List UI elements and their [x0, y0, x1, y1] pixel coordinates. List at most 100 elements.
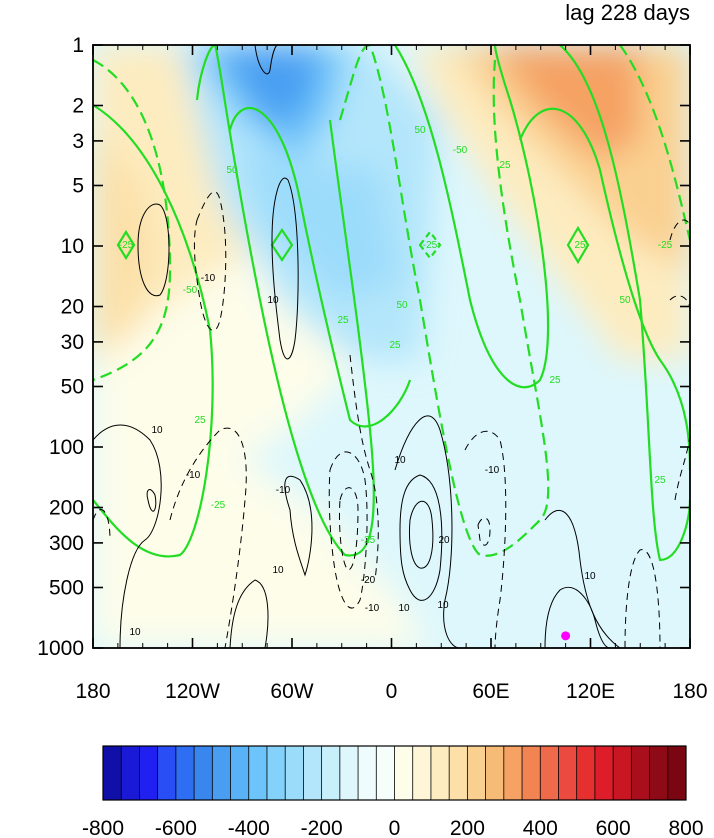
colorbar-swatch [467, 746, 486, 800]
y-tick-label: 10 [61, 235, 84, 258]
colorbar-swatch [449, 746, 468, 800]
colorbar-swatch [667, 746, 687, 800]
colorbar-tick-label: 600 [596, 817, 631, 838]
green-contour-label: -25 [119, 240, 134, 251]
colorbar-swatch [358, 746, 377, 800]
black-contour-label: 10 [584, 571, 596, 582]
y-tick-label: 50 [61, 375, 84, 398]
colorbar-swatch [285, 746, 304, 800]
green-contours [93, 45, 690, 562]
x-tick-label: 180 [75, 680, 110, 703]
colorbar-swatch [558, 746, 577, 800]
green-contour-label: 50 [414, 125, 426, 136]
green-contour-label: 50 [619, 295, 631, 306]
y-tick-label: 100 [49, 436, 84, 459]
colorbar-tick-label: 200 [450, 817, 485, 838]
colorbar-tick-label: -800 [82, 817, 124, 838]
green-contour-label: 25 [574, 240, 586, 251]
black-contour-label: 10 [394, 455, 406, 466]
y-tick-label: 300 [49, 532, 84, 555]
colorbar-swatch [412, 746, 432, 800]
black-contours [93, 45, 690, 648]
colorbar-swatch [594, 746, 614, 800]
y-tick-label: 3 [72, 130, 84, 153]
green-contour-label: -25 [658, 240, 673, 251]
y-tick-label: 2 [72, 95, 84, 118]
y-tick-label: 1 [72, 34, 84, 57]
green-contour-label: 25 [549, 375, 561, 386]
colorbar-tick-label: 400 [523, 817, 558, 838]
colorbar-swatch [321, 746, 341, 800]
colorbar-swatch [248, 746, 268, 800]
colorbar-swatch [540, 746, 559, 800]
black-contour-label: 10 [272, 565, 284, 576]
green-contour-label: 25 [194, 415, 206, 426]
colorbar-swatch [576, 746, 596, 800]
green-contour-label: 50 [226, 165, 238, 176]
y-axis: 1 2 3 5 10 20 30 50 100 200 300 500 1000 [37, 34, 690, 660]
colorbar-tick-label: -200 [301, 817, 343, 838]
green-contour-label: 25 [654, 475, 666, 486]
green-contour-label: 50 [396, 300, 408, 311]
colorbar-swatch [376, 746, 395, 800]
x-axis: 180 120W 60W 0 60E 120E 180 [75, 45, 708, 703]
colorbar-swatch [230, 746, 250, 800]
black-contour-label: -10 [365, 603, 380, 614]
green-contour-label: -50 [453, 145, 468, 156]
y-tick-label: 30 [61, 331, 84, 354]
colorbar-tick-label: 800 [668, 817, 703, 838]
green-contour-label: 25 [389, 340, 401, 351]
green-contour-label: 25 [499, 160, 511, 171]
black-contour-label: 10 [129, 627, 141, 638]
x-tick-label: 60W [270, 680, 313, 703]
colorbar-swatch [613, 746, 632, 800]
black-contour-label: -10 [485, 465, 500, 476]
colorbar-swatch [157, 746, 177, 800]
colorbar: -800 -600 -400 -200 0 200 400 600 800 [82, 745, 704, 838]
colorbar-swatch [175, 746, 195, 800]
chart-title: lag 228 days [565, 0, 690, 25]
x-tick-label: 180 [672, 680, 707, 703]
colorbar-swatch [303, 746, 322, 800]
black-contour-label: 20 [438, 535, 450, 546]
colorbar-swatch [139, 746, 158, 800]
x-tick-label: 120W [165, 680, 220, 703]
x-tick-label: 0 [386, 680, 398, 703]
location-marker [561, 631, 571, 641]
black-contour-label: 10 [398, 603, 410, 614]
colorbar-swatch [649, 746, 669, 800]
colorbar-tick-label: -600 [155, 817, 197, 838]
y-tick-label: 500 [49, 576, 84, 599]
x-tick-label: 120E [566, 680, 615, 703]
colorbar-swatch [522, 746, 541, 800]
contours [93, 45, 690, 648]
y-tick-label: 5 [72, 174, 84, 197]
colorbar-frame [102, 745, 687, 801]
green-contour-label: -25 [361, 535, 376, 546]
colorbar-swatch [212, 746, 231, 800]
green-contour-label: -25 [211, 500, 226, 511]
colorbar-swatch [103, 746, 122, 800]
colorbar-swatch [631, 746, 650, 800]
green-contour-label: -25 [423, 240, 438, 251]
colorbar-swatch [266, 746, 286, 800]
colorbar-swatch [394, 746, 414, 800]
black-contour-label: 10 [267, 295, 279, 306]
colorbar-tick-label: 0 [389, 817, 401, 838]
colorbar-swatch [339, 746, 359, 800]
colorbar-swatch [485, 746, 505, 800]
colorbar-swatch [194, 746, 213, 800]
colorbar-swatch [430, 746, 450, 800]
black-contour-label: -20 [361, 575, 376, 586]
contour-labels: 25 -25 50 -50 25 -25 50 -50 25 50 25 25 -25 -25 25 50 25… [119, 125, 673, 638]
y-tick-label: 1000 [37, 637, 84, 660]
black-contour-label: -10 [186, 470, 201, 481]
black-contour-label: 10 [151, 425, 163, 436]
green-contour-label: 25 [337, 315, 349, 326]
black-contour-label: 10 [437, 600, 449, 611]
colorbar-swatch [503, 746, 523, 800]
x-tick-label: 60E [472, 680, 509, 703]
y-tick-label: 200 [49, 497, 84, 520]
colorbar-tick-label: -400 [228, 817, 270, 838]
